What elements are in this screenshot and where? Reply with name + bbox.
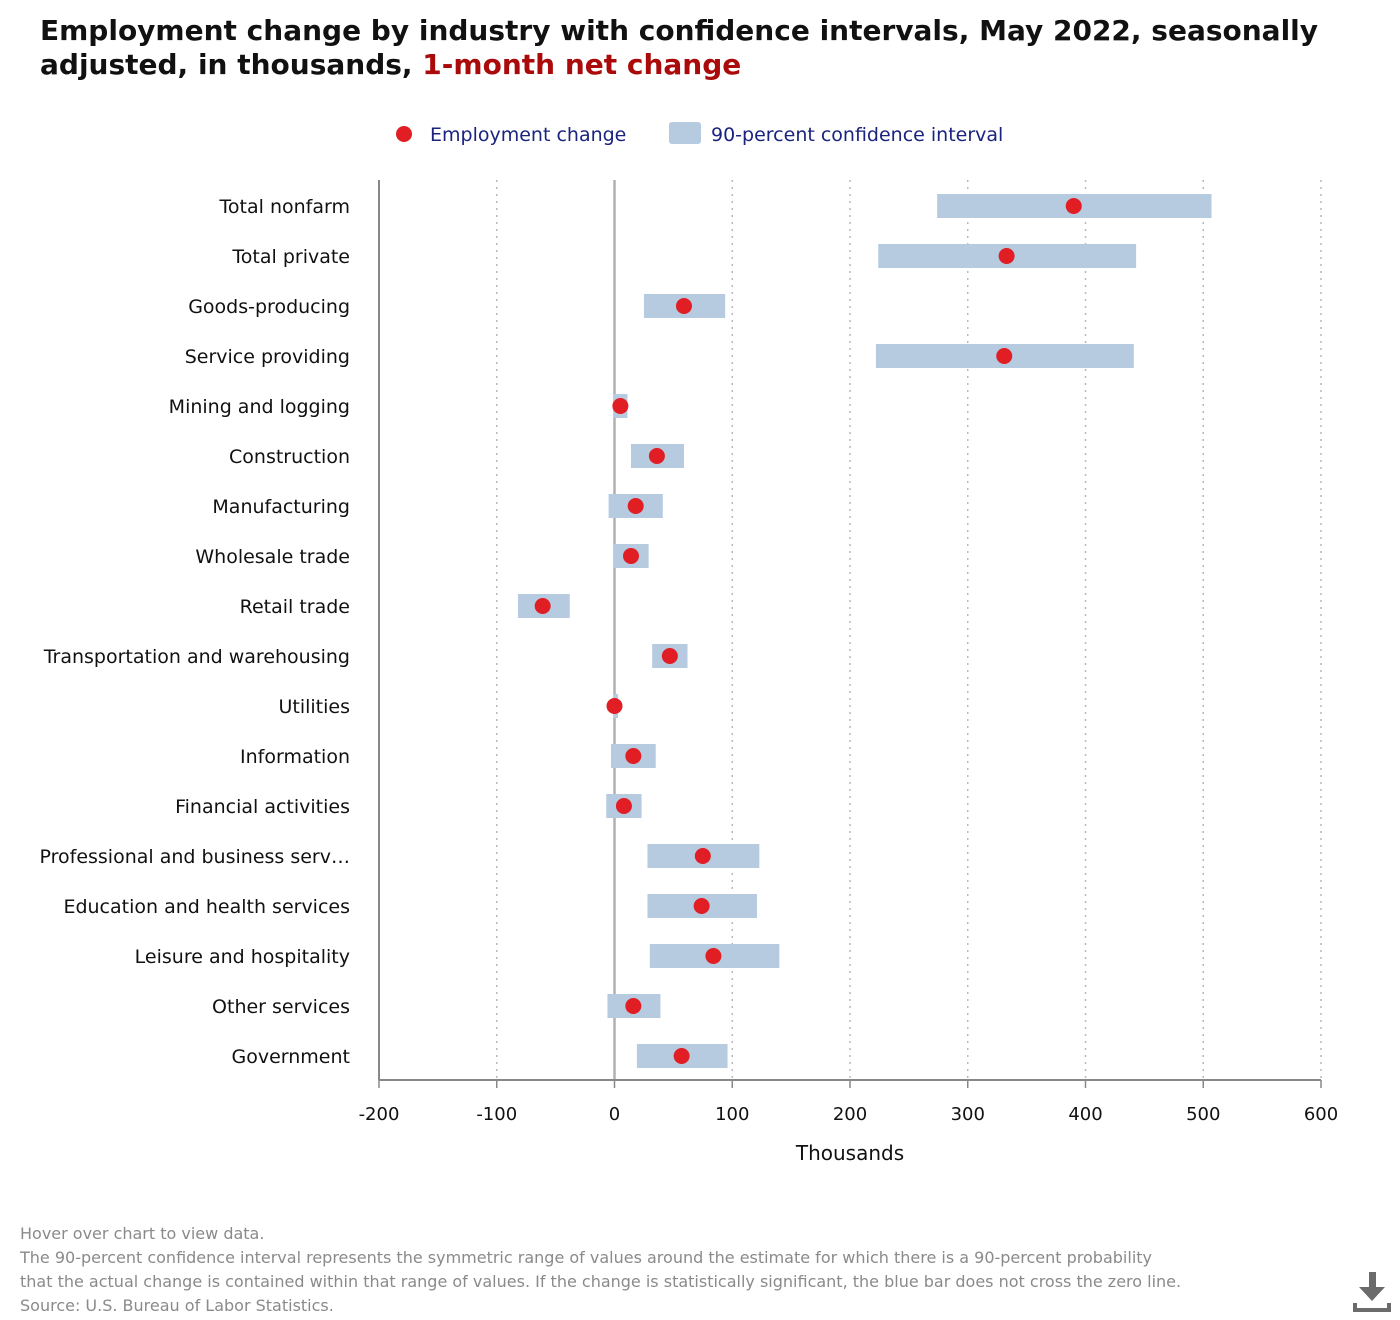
employment-change-points <box>534 198 1082 1064</box>
x-tick-labels: -200 -100 0 100 200 300 400 500 600 <box>359 1104 1339 1125</box>
category-label: Goods-producing <box>188 296 350 318</box>
download-icon[interactable] <box>1350 1270 1394 1314</box>
employment-change-point[interactable] <box>534 598 551 614</box>
employment-change-point[interactable] <box>622 548 639 564</box>
x-tick-label: 300 <box>951 1104 985 1125</box>
employment-change-point[interactable] <box>998 248 1015 264</box>
category-label: Leisure and hospitality <box>135 946 350 968</box>
grid-lines <box>496 180 1322 1080</box>
x-tick-label: 600 <box>1304 1104 1338 1125</box>
chart-title-main: Employment change by industry with confi… <box>40 14 1319 81</box>
category-label: Wholesale trade <box>195 546 350 568</box>
employment-change-point[interactable] <box>625 748 642 764</box>
category-label: Total private <box>231 246 350 268</box>
legend-label-employment-change: Employment change <box>430 124 626 146</box>
category-label: Other services <box>212 996 350 1018</box>
category-label: Professional and business serv… <box>39 846 350 868</box>
x-tick-label: 500 <box>1186 1104 1220 1125</box>
employment-change-point[interactable] <box>661 648 678 664</box>
category-label: Transportation and warehousing <box>43 646 350 668</box>
category-label: Government <box>232 1046 351 1068</box>
category-label: Service providing <box>185 346 350 368</box>
employment-change-point[interactable] <box>615 798 632 814</box>
category-label: Manufacturing <box>212 496 350 518</box>
category-label: Financial activities <box>175 796 350 818</box>
category-label: Information <box>240 746 350 768</box>
employment-change-point[interactable] <box>625 998 642 1014</box>
confidence-note-line-1: The 90-percent confidence interval repre… <box>20 1248 1152 1267</box>
category-labels: Total nonfarm Total private Goods-producin… <box>39 196 350 1068</box>
x-tick-label: 200 <box>833 1104 867 1125</box>
employment-change-point[interactable] <box>996 348 1013 364</box>
confidence-intervals <box>517 194 1212 1068</box>
category-label: Retail trade <box>240 596 350 618</box>
x-tick-label: 0 <box>609 1104 620 1125</box>
chart-notes: Hover over chart to view data. The 90-pe… <box>20 1222 1320 1318</box>
legend-interval-swatch <box>669 122 701 144</box>
legend-label-confidence-interval: 90-percent confidence interval <box>711 124 1003 146</box>
chart-title: Employment change by industry with confi… <box>40 14 1340 82</box>
legend[interactable]: Employment change 90-percent confidence … <box>396 122 1003 146</box>
employment-change-point[interactable] <box>675 298 692 314</box>
x-tick-label: 100 <box>715 1104 749 1125</box>
source-note: Source: U.S. Bureau of Labor Statistics. <box>20 1296 334 1315</box>
employment-change-point[interactable] <box>705 948 722 964</box>
employment-change-point[interactable] <box>694 848 711 864</box>
axes <box>378 180 1322 1088</box>
confidence-note-line-2: that the actual change is contained with… <box>20 1272 1182 1291</box>
employment-change-point[interactable] <box>648 448 665 464</box>
x-tick-label: -100 <box>476 1104 517 1125</box>
category-label: Construction <box>229 446 350 468</box>
hover-note: Hover over chart to view data. <box>20 1224 265 1243</box>
employment-change-point[interactable] <box>606 698 623 714</box>
category-label: Total nonfarm <box>219 196 350 218</box>
dot-interval-chart[interactable]: Employment change 90-percent confidence … <box>0 0 1400 1200</box>
legend-point-swatch <box>396 126 412 142</box>
x-axis-title: Thousands <box>795 1141 904 1165</box>
category-label: Utilities <box>278 696 350 718</box>
employment-change-point[interactable] <box>1065 198 1082 214</box>
employment-change-point[interactable] <box>612 398 629 414</box>
employment-change-point[interactable] <box>673 1048 690 1064</box>
category-label: Mining and logging <box>169 396 350 418</box>
employment-change-point[interactable] <box>693 898 710 914</box>
x-tick-label: 400 <box>1068 1104 1102 1125</box>
employment-change-point[interactable] <box>627 498 644 514</box>
x-tick-label: -200 <box>359 1104 400 1125</box>
chart-title-highlight: 1-month net change <box>422 48 742 81</box>
category-label: Education and health services <box>63 896 350 918</box>
